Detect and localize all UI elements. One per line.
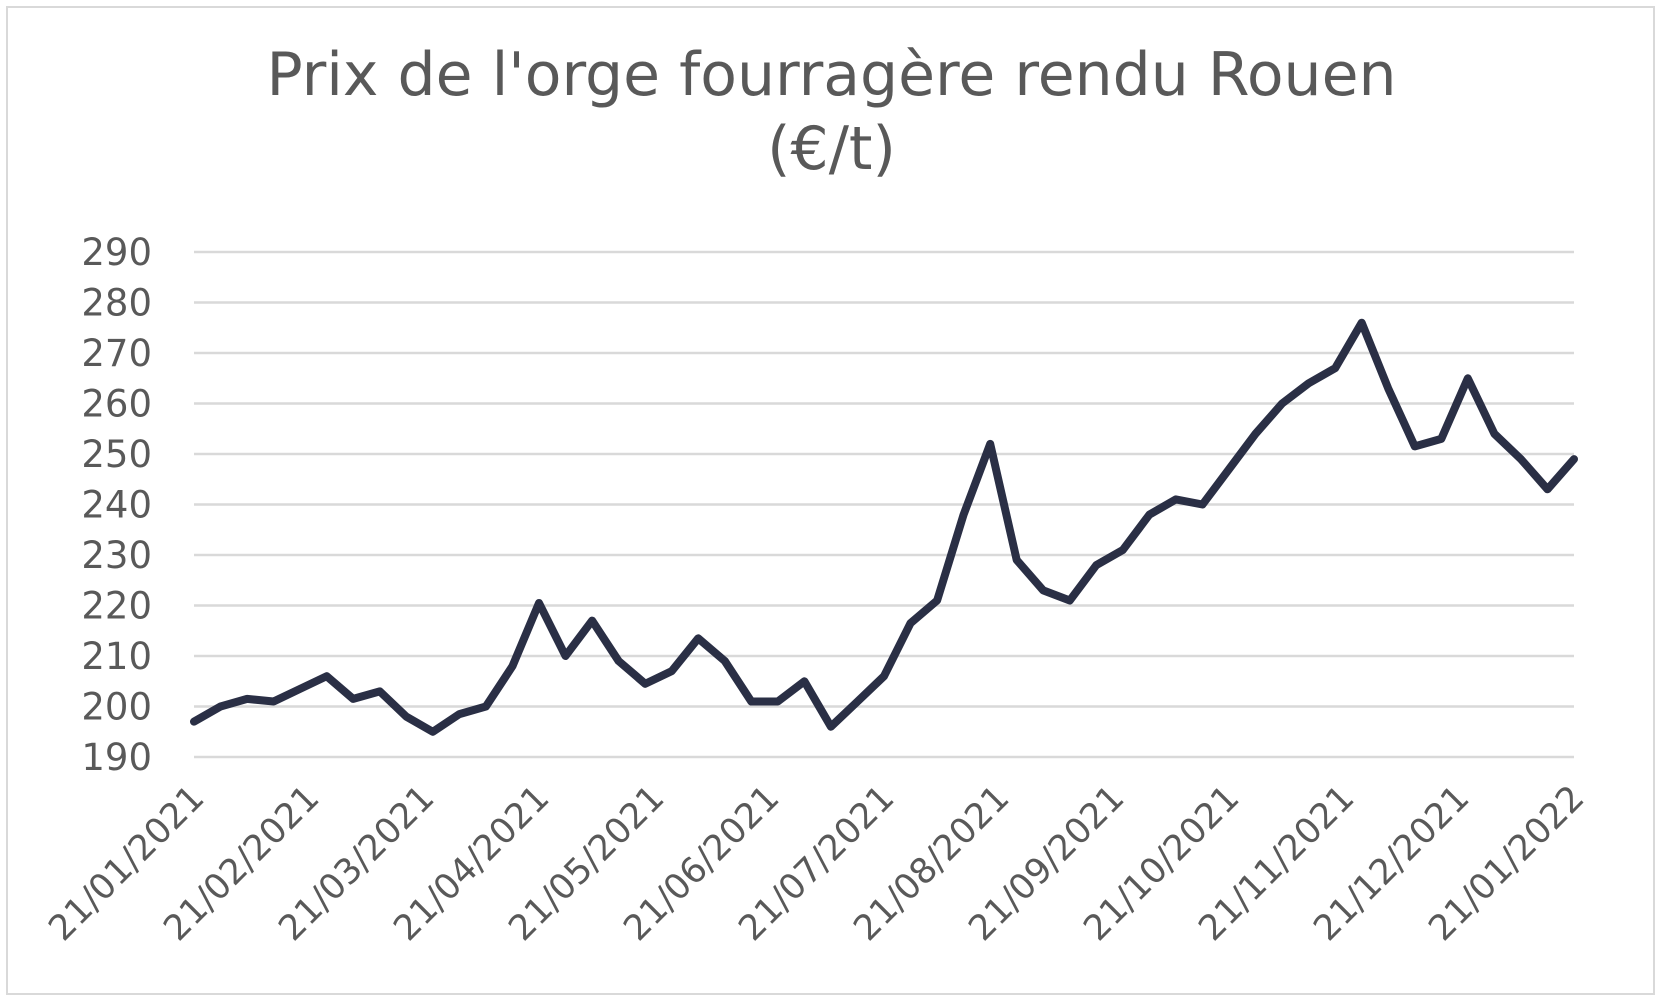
y-tick-label: 200 bbox=[81, 686, 152, 729]
y-tick-label: 250 bbox=[81, 433, 152, 476]
y-tick-label: 260 bbox=[81, 383, 152, 426]
series-line-0 bbox=[190, 318, 1578, 736]
chart-title: Prix de l'orge fourragère rendu Rouen bbox=[266, 40, 1397, 110]
y-tick-label: 270 bbox=[81, 332, 152, 375]
chart-subtitle: (€/t) bbox=[767, 114, 896, 184]
gridlines bbox=[194, 250, 1574, 759]
y-tick-label: 280 bbox=[81, 282, 152, 325]
x-axis-ticks: 21/01/202121/02/202121/03/202121/04/2021… bbox=[41, 778, 1592, 949]
y-tick-label: 240 bbox=[81, 484, 152, 527]
y-axis-ticks: 190 200 210 220 230 240 250 260 270 280 290 bbox=[81, 231, 152, 779]
y-tick-label: 230 bbox=[81, 534, 152, 577]
series-lines bbox=[190, 318, 1578, 736]
y-tick-label: 290 bbox=[81, 231, 152, 274]
y-tick-label: 190 bbox=[81, 736, 152, 779]
chart-title-block: Prix de l'orge fourragère rendu Rouen (€… bbox=[0, 38, 1663, 186]
y-tick-label: 210 bbox=[81, 635, 152, 678]
chart-frame bbox=[6, 6, 1655, 995]
y-tick-label: 220 bbox=[81, 585, 152, 628]
